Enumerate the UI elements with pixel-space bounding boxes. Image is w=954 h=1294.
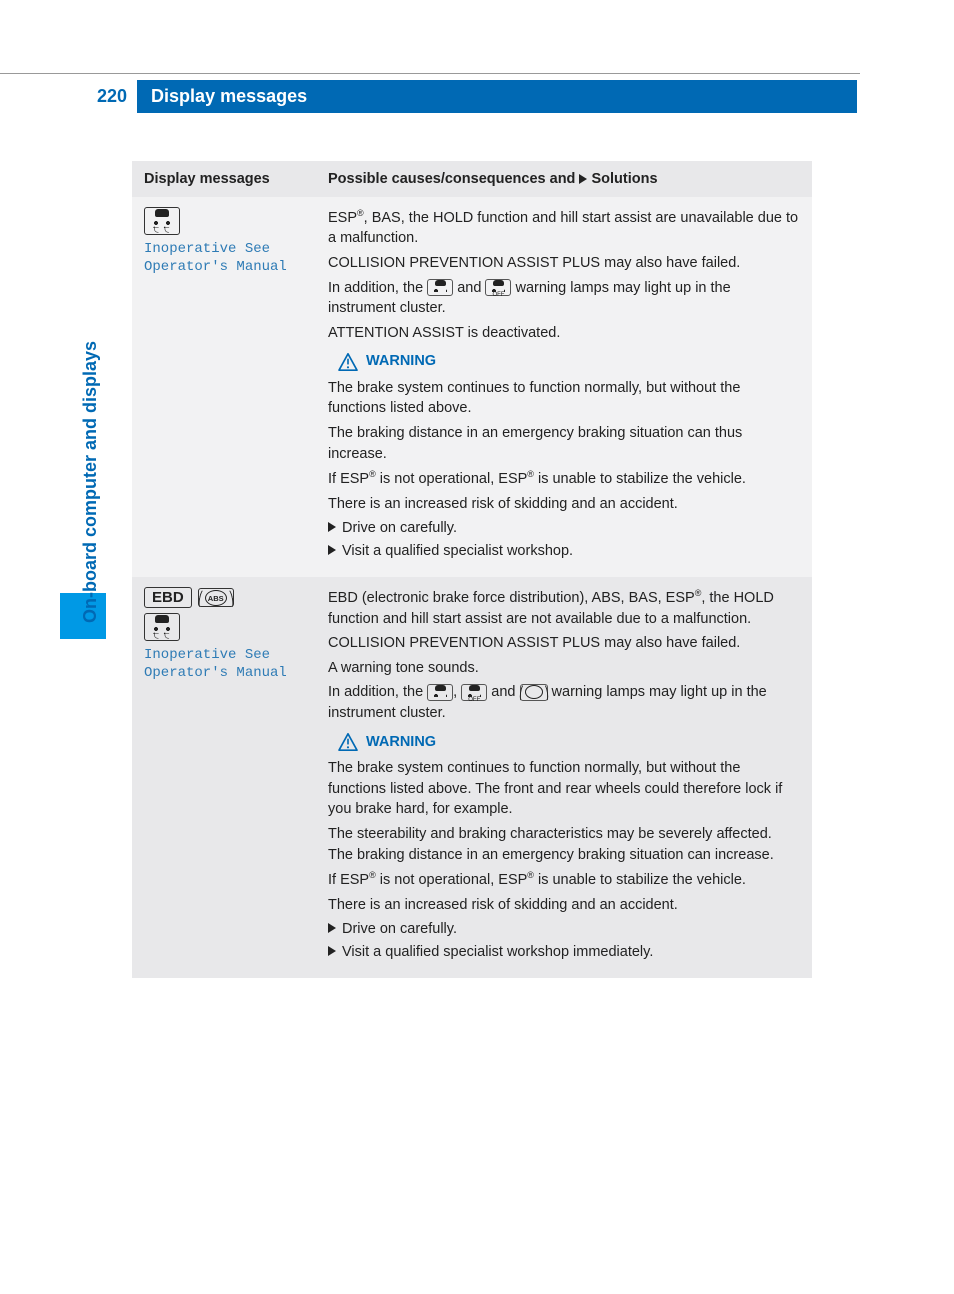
abs-icon: ABS <box>198 588 234 607</box>
warning-text: If ESP® is not operational, ESP® is unab… <box>328 869 800 890</box>
page-number: 220 <box>93 80 137 113</box>
col-header-display: Display messages <box>132 161 316 197</box>
step-text: Visit a qualified specialist workshop im… <box>342 942 653 963</box>
warning-heading: WARNING <box>338 351 800 372</box>
col-header-causes: Possible causes/consequences and Solutio… <box>316 161 812 197</box>
cause-line: In addition, the , OFF and warning lamps… <box>328 682 800 723</box>
solutions-arrow-icon <box>579 174 587 184</box>
display-message-cell: EBD ABS ੮ ੮ Inoperative See Operator's M… <box>132 577 316 978</box>
side-tab-label: On-board computer and displays <box>80 341 101 623</box>
solution-step: Drive on carefully. <box>328 919 800 940</box>
table-row: EBD ABS ੮ ੮ Inoperative See Operator's M… <box>132 577 812 978</box>
cause-line: A warning tone sounds. <box>328 658 800 679</box>
warning-text: If ESP® is not operational, ESP® is unab… <box>328 468 800 489</box>
warning-text: The brake system continues to function n… <box>328 378 800 419</box>
section-title: Display messages <box>137 80 857 113</box>
display-message-cell: ੮ ੮ Inoperative See Operator's Manual <box>132 197 316 577</box>
cause-line: ATTENTION ASSIST is deactivated. <box>328 323 800 344</box>
esp-car-skid-icon: ੮ ੮ <box>144 207 180 235</box>
esp-off-lamp-icon: OFF <box>485 279 511 296</box>
warning-label: WARNING <box>366 351 436 372</box>
warning-text: There is an increased risk of skidding a… <box>328 895 800 916</box>
warning-triangle-icon <box>338 733 358 751</box>
display-message-text: Inoperative See Operator's Manual <box>144 241 304 276</box>
warning-label: WARNING <box>366 732 436 753</box>
cause-line: In addition, the and OFF warning lamps m… <box>328 278 800 319</box>
warning-text: The steerability and braking characteris… <box>328 824 800 865</box>
esp-car-skid-icon: ੮ ੮ <box>144 613 180 641</box>
brake-lamp-icon <box>520 684 548 701</box>
causes-cell: EBD (electronic brake force distribution… <box>316 577 812 978</box>
esp-lamp-icon <box>427 684 453 701</box>
header-right-suffix: Solutions <box>587 171 657 187</box>
warning-text: The brake system continues to function n… <box>328 758 800 820</box>
step-arrow-icon <box>328 545 336 555</box>
header-right-prefix: Possible causes/consequences and <box>328 171 579 187</box>
side-tab: On-board computer and displays <box>74 233 112 633</box>
step-arrow-icon <box>328 946 336 956</box>
content-area: Display messages Possible causes/consequ… <box>132 161 812 978</box>
table-header-row: Display messages Possible causes/consequ… <box>132 161 812 197</box>
table-row: ੮ ੮ Inoperative See Operator's Manual ES… <box>132 197 812 577</box>
cause-line: ESP®, BAS, the HOLD function and hill st… <box>328 207 800 249</box>
page-header: 220 Display messages <box>93 80 954 113</box>
solution-step: Visit a qualified specialist workshop. <box>328 541 800 562</box>
step-arrow-icon <box>328 923 336 933</box>
cause-line: COLLISION PREVENTION ASSIST PLUS may als… <box>328 253 800 274</box>
solution-step: Visit a qualified specialist workshop im… <box>328 942 800 963</box>
ebd-icon: EBD <box>144 587 192 608</box>
step-text: Visit a qualified specialist workshop. <box>342 541 573 562</box>
warning-heading: WARNING <box>338 732 800 753</box>
warning-text: There is an increased risk of skidding a… <box>328 494 800 515</box>
step-arrow-icon <box>328 522 336 532</box>
display-message-text: Inoperative See Operator's Manual <box>144 647 304 682</box>
step-text: Drive on carefully. <box>342 919 457 940</box>
warning-text: The braking distance in an emergency bra… <box>328 423 800 464</box>
cause-line: COLLISION PREVENTION ASSIST PLUS may als… <box>328 633 800 654</box>
causes-cell: ESP®, BAS, the HOLD function and hill st… <box>316 197 812 577</box>
warning-triangle-icon <box>338 353 358 371</box>
esp-lamp-icon <box>427 279 453 296</box>
display-messages-table: Display messages Possible causes/consequ… <box>132 161 812 978</box>
solution-step: Drive on carefully. <box>328 518 800 539</box>
cause-line: EBD (electronic brake force distribution… <box>328 587 800 629</box>
step-text: Drive on carefully. <box>342 518 457 539</box>
esp-off-lamp-icon: OFF <box>461 684 487 701</box>
